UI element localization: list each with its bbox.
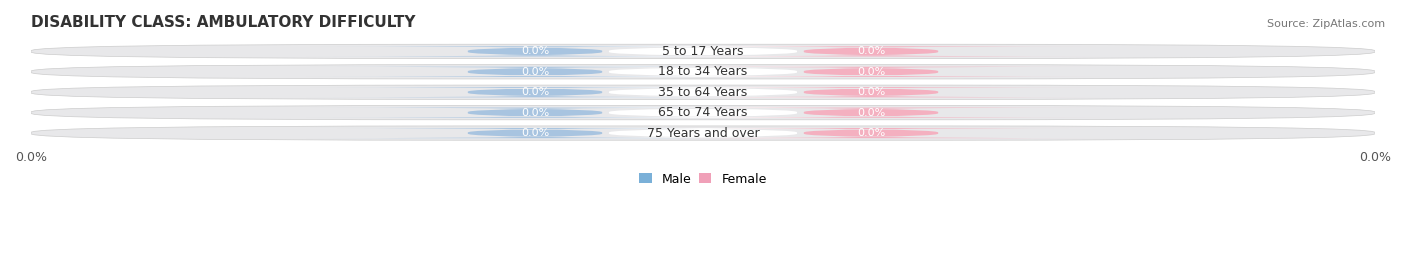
FancyBboxPatch shape: [643, 87, 1099, 97]
Text: 0.0%: 0.0%: [856, 46, 886, 56]
FancyBboxPatch shape: [643, 46, 1099, 56]
FancyBboxPatch shape: [643, 67, 1099, 77]
Text: 35 to 64 Years: 35 to 64 Years: [658, 86, 748, 99]
FancyBboxPatch shape: [502, 46, 904, 56]
Text: 65 to 74 Years: 65 to 74 Years: [658, 106, 748, 119]
FancyBboxPatch shape: [31, 105, 1375, 120]
Text: 75 Years and over: 75 Years and over: [647, 127, 759, 140]
Text: 0.0%: 0.0%: [520, 108, 550, 118]
Text: 0.0%: 0.0%: [856, 67, 886, 77]
Text: 0.0%: 0.0%: [520, 128, 550, 138]
Legend: Male, Female: Male, Female: [640, 173, 766, 186]
FancyBboxPatch shape: [502, 128, 904, 138]
FancyBboxPatch shape: [31, 65, 1375, 79]
FancyBboxPatch shape: [502, 67, 904, 77]
FancyBboxPatch shape: [643, 108, 1099, 118]
Text: 0.0%: 0.0%: [520, 46, 550, 56]
FancyBboxPatch shape: [643, 128, 1099, 138]
FancyBboxPatch shape: [307, 108, 763, 118]
FancyBboxPatch shape: [307, 67, 763, 77]
Text: 0.0%: 0.0%: [856, 108, 886, 118]
FancyBboxPatch shape: [31, 44, 1375, 59]
FancyBboxPatch shape: [307, 46, 763, 56]
FancyBboxPatch shape: [502, 108, 904, 118]
FancyBboxPatch shape: [31, 126, 1375, 140]
Text: Source: ZipAtlas.com: Source: ZipAtlas.com: [1267, 19, 1385, 29]
Text: 5 to 17 Years: 5 to 17 Years: [662, 45, 744, 58]
Text: 0.0%: 0.0%: [856, 128, 886, 138]
Text: 0.0%: 0.0%: [520, 87, 550, 97]
FancyBboxPatch shape: [31, 85, 1375, 99]
Text: 0.0%: 0.0%: [856, 87, 886, 97]
FancyBboxPatch shape: [502, 87, 904, 97]
FancyBboxPatch shape: [307, 128, 763, 138]
Text: DISABILITY CLASS: AMBULATORY DIFFICULTY: DISABILITY CLASS: AMBULATORY DIFFICULTY: [31, 15, 416, 30]
FancyBboxPatch shape: [307, 87, 763, 97]
Text: 0.0%: 0.0%: [520, 67, 550, 77]
Text: 18 to 34 Years: 18 to 34 Years: [658, 65, 748, 78]
